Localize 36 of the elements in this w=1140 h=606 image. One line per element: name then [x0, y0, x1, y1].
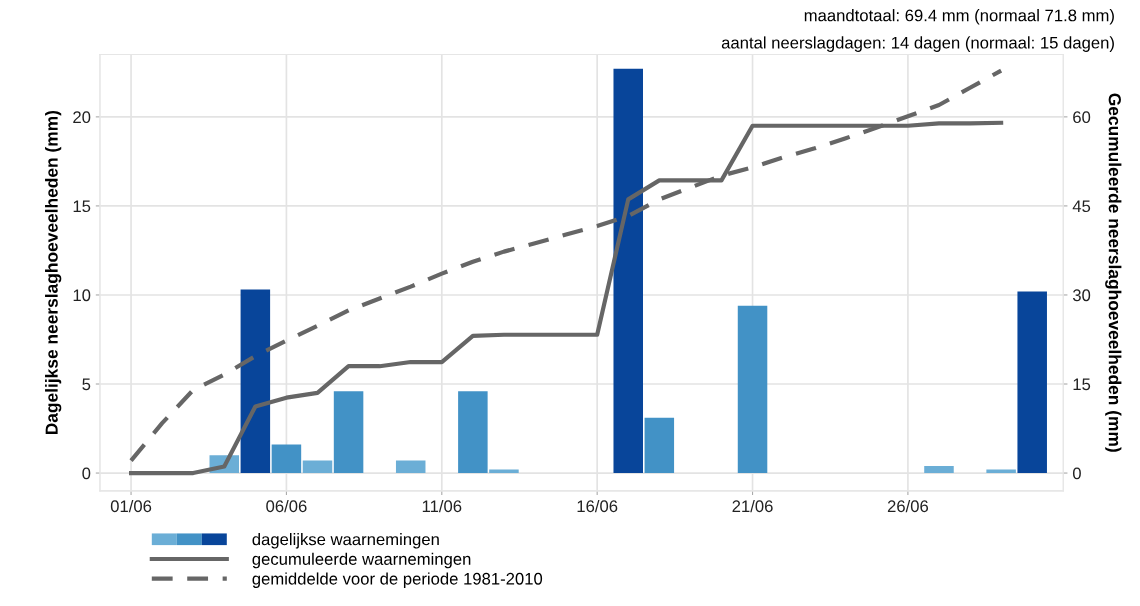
x-tick-label: 06/06	[266, 499, 307, 513]
legend-label: dagelijkse waarnemingen	[252, 533, 439, 549]
y2-axis-title: Gecumuleerde neerslaghoeveelheden (mm)	[1105, 93, 1122, 452]
bar	[1017, 291, 1047, 474]
bar	[924, 465, 954, 474]
y-tick-label: 5	[82, 378, 91, 391]
y2-tick-label: 60	[1073, 111, 1091, 124]
y2-tick-label: 45	[1072, 200, 1091, 213]
y-axis-title: Dagelijkse neerslaghoeveelheden (mm)	[45, 110, 62, 435]
bar	[395, 460, 426, 474]
bar	[271, 444, 302, 474]
bar	[240, 289, 271, 474]
x-tick-label: 26/06	[887, 499, 929, 513]
x-tick-label: 21/06	[732, 499, 773, 513]
x-tick-label: 01/06	[110, 499, 152, 513]
bar	[458, 391, 488, 474]
text: maandtotaal: 69.4 mm (normaal 71.8 mm)	[804, 9, 1114, 25]
y2-tick-label: 15	[1073, 378, 1091, 391]
y-tick-label: 10	[73, 289, 91, 302]
y-tick-label: 20	[73, 111, 91, 124]
y-tick-label: 15	[73, 200, 91, 213]
bar	[737, 305, 768, 474]
bar	[333, 391, 364, 474]
y2-tick-label: 30	[1072, 289, 1091, 302]
bar	[644, 417, 675, 474]
x-tick-label: 16/06	[577, 499, 618, 513]
bar	[302, 460, 333, 474]
y-tick-label: 0	[82, 467, 91, 480]
legend-label: gemiddelde voor de periode 1981-2010	[252, 572, 543, 588]
text: aantal neerslagdagen: 14 dagen (normaal: 15 dagen)	[721, 36, 1114, 52]
bar	[986, 469, 1016, 474]
bar	[613, 68, 643, 474]
legend-label: gecumuleerde waarnemingen	[252, 552, 471, 569]
y2-tick-label: 0	[1072, 467, 1081, 480]
x-tick-label: 11/06	[422, 499, 462, 513]
bar	[489, 469, 519, 474]
